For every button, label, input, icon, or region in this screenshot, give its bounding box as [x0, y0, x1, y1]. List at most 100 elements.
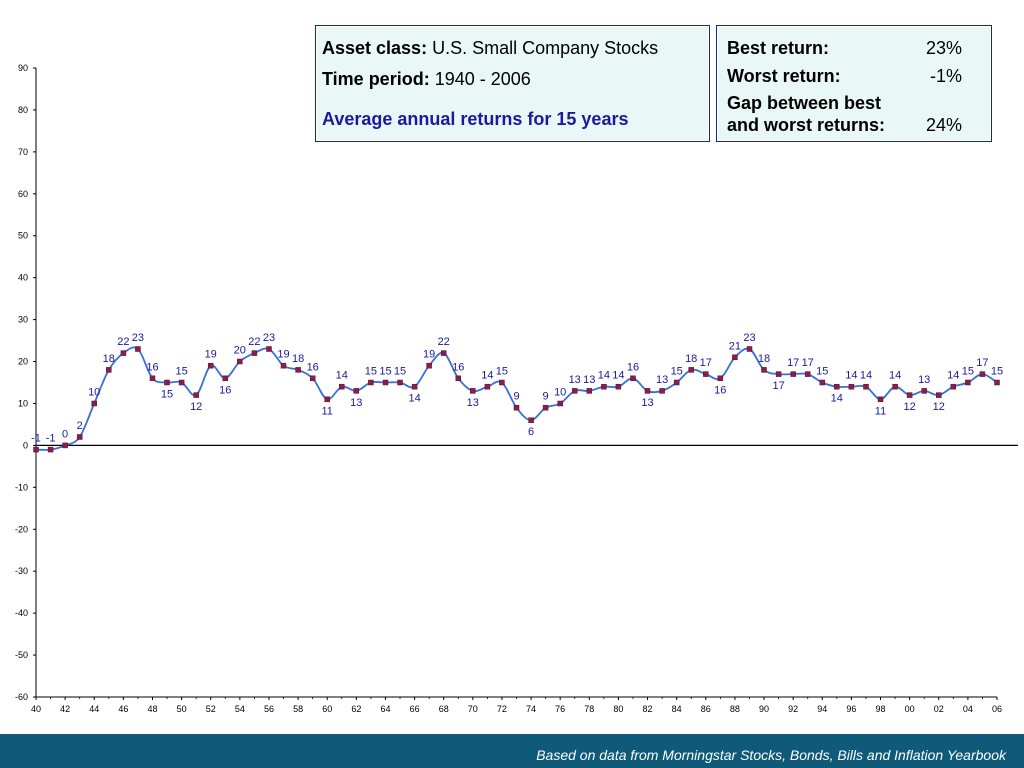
data-label: 15 [161, 389, 173, 401]
x-tick-label: 60 [322, 704, 332, 714]
asset-info-box: Asset class: U.S. Small Company Stocks T… [315, 25, 710, 142]
data-point [921, 388, 927, 394]
data-label: 11 [875, 405, 886, 417]
x-tick-label: 94 [817, 704, 827, 714]
data-label: 14 [408, 393, 420, 405]
y-tick-label: -20 [15, 524, 28, 534]
data-point [251, 350, 258, 356]
data-label: 18 [758, 353, 770, 365]
data-label: 15 [496, 366, 508, 378]
data-label: 9 [543, 391, 549, 403]
data-label: 17 [787, 357, 799, 369]
data-point [339, 383, 345, 390]
data-point [615, 383, 622, 390]
x-tick-label: 72 [497, 704, 507, 714]
y-tick-label: -50 [15, 650, 28, 660]
data-label: 12 [933, 401, 945, 413]
data-label: 14 [598, 370, 610, 382]
asset-class-value: U.S. Small Company Stocks [432, 38, 659, 58]
y-tick-label: 0 [23, 440, 28, 450]
data-point [703, 371, 709, 377]
data-label: -1 [31, 433, 41, 445]
data-point [994, 379, 1000, 386]
time-period-value: 1940 - 2006 [434, 69, 531, 89]
x-tick-label: 98 [876, 704, 886, 714]
data-label: 18 [685, 353, 697, 365]
data-label: 14 [831, 393, 843, 405]
data-point [557, 400, 563, 407]
data-point [979, 371, 986, 377]
data-point [455, 375, 462, 382]
data-point [601, 383, 607, 390]
x-tick-label: 42 [60, 704, 70, 714]
data-point [91, 400, 97, 407]
data-label: 15 [962, 366, 974, 378]
data-label: 19 [277, 349, 289, 361]
x-tick-label: 50 [177, 704, 187, 714]
x-tick-label: 96 [846, 704, 856, 714]
data-point [804, 371, 811, 377]
data-label: 22 [248, 336, 260, 348]
data-label: 23 [263, 332, 275, 344]
data-point [368, 379, 374, 386]
data-point [863, 383, 869, 390]
data-point [746, 346, 753, 352]
data-point [237, 358, 243, 365]
x-tick-label: 66 [410, 704, 420, 714]
data-label: 22 [438, 336, 450, 348]
x-tick-label: 48 [147, 704, 157, 714]
y-tick-label: 70 [18, 147, 28, 157]
x-tick-label: 86 [701, 704, 711, 714]
data-point [848, 383, 855, 390]
x-tick-label: 92 [788, 704, 798, 714]
data-label: 17 [772, 380, 784, 392]
data-point [324, 396, 330, 403]
best-return-label: Best return: [727, 38, 830, 58]
data-point [62, 442, 68, 449]
data-label: 13 [569, 374, 581, 386]
data-label: 16 [714, 384, 726, 396]
data-label: 14 [612, 370, 624, 382]
data-point [222, 375, 229, 382]
y-tick-label: 50 [18, 231, 28, 241]
data-point [965, 379, 971, 386]
x-tick-label: 68 [439, 704, 449, 714]
data-point [513, 404, 520, 411]
data-point [120, 350, 127, 356]
data-point [426, 362, 432, 369]
time-period-row: Time period: 1940 - 2006 [322, 69, 531, 90]
data-point [149, 375, 156, 382]
data-point [528, 417, 534, 423]
y-tick-label: 60 [18, 189, 28, 199]
data-label: 16 [452, 361, 464, 373]
data-label: 19 [205, 349, 217, 361]
data-point [397, 379, 403, 386]
data-point [717, 375, 724, 382]
x-tick-label: 54 [235, 704, 245, 714]
data-point [164, 379, 170, 386]
source-note: Based on data from Morningstar Stocks, B… [536, 747, 1006, 763]
best-return-value: 23% [926, 38, 963, 58]
data-point [440, 350, 447, 356]
y-tick-label: 40 [18, 273, 28, 283]
x-tick-label: 46 [118, 704, 128, 714]
data-label: 15 [175, 366, 187, 378]
data-label: 13 [467, 397, 479, 409]
y-tick-label: -60 [15, 692, 28, 702]
data-point [499, 379, 505, 386]
x-tick-label: 52 [206, 704, 216, 714]
data-label: 13 [583, 374, 595, 386]
data-point [193, 392, 199, 398]
data-point [47, 446, 54, 453]
data-point [673, 379, 680, 386]
data-label: 14 [481, 370, 493, 382]
data-point [586, 388, 593, 394]
x-tick-label: 62 [351, 704, 361, 714]
x-tick-label: 58 [293, 704, 303, 714]
data-label: 10 [554, 387, 566, 399]
data-label: 17 [802, 357, 814, 369]
y-tick-label: -30 [15, 566, 28, 576]
data-point [761, 367, 767, 373]
asset-class-row: Asset class: U.S. Small Company Stocks [322, 38, 658, 59]
